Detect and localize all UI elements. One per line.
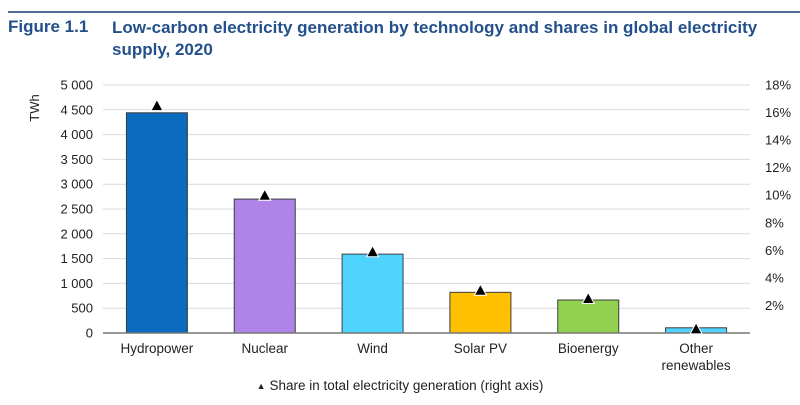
share-marker (473, 283, 488, 296)
y2-tick-label: 18% (765, 78, 791, 93)
share-markers (150, 98, 703, 335)
x-tick-label: Other (679, 341, 713, 356)
y2-tick-label: 8% (765, 215, 784, 230)
x-tick-label: Nuclear (241, 341, 288, 356)
title-rule (8, 11, 800, 13)
legend-triangle-icon: ▲ (256, 381, 266, 391)
share-marker (365, 244, 380, 258)
x-tick-label: Hydropower (121, 341, 194, 356)
x-tick-label: Solar PV (454, 341, 507, 356)
y2-tick-label: 2% (765, 298, 784, 313)
y2-tick-label: 6% (765, 243, 784, 258)
legend: ▲ Share in total electricity generation (… (0, 378, 800, 393)
y-tick-label: 2 500 (60, 202, 93, 217)
bar-hydropower (125, 112, 188, 334)
bar-bioenergy (557, 299, 620, 334)
y-tick-label: 4 000 (60, 127, 93, 142)
y-tick-label: 4 500 (60, 102, 93, 117)
share-marker (581, 291, 596, 305)
y-tick-label: 3 000 (60, 177, 93, 192)
y-tick-label: 3 500 (60, 152, 93, 167)
gridlines (103, 84, 750, 309)
y-axis-label: TWh (27, 94, 42, 121)
y-tick-label: 500 (71, 301, 93, 316)
x-tick-label: Wind (357, 341, 388, 356)
bar-solar-pv (449, 291, 512, 334)
y-axis-right: 2% 4% 6% 8% 10% 12% 14% 16% 18% (765, 78, 791, 313)
y-tick-label: 5 000 (60, 78, 93, 93)
x-tick-label: Bioenergy (558, 341, 619, 356)
legend-label: Share in total electricity generation (r… (269, 378, 544, 393)
bar-nuclear (233, 198, 296, 334)
y-axis-left: 0 500 1 000 1 500 2 000 2 500 3 000 3 500 4 000 4… (60, 78, 93, 341)
y2-tick-label: 14% (765, 133, 791, 148)
bars (125, 112, 728, 334)
y2-tick-label: 16% (765, 105, 791, 120)
y2-tick-label: 10% (765, 188, 791, 203)
x-axis-labels: Hydropower Nuclear Wind Solar PV Bioenergy Ot… (121, 341, 731, 373)
y-tick-label: 2 000 (60, 226, 93, 241)
figure-title: Low-carbon electricity generation by tec… (112, 18, 758, 59)
share-marker (689, 321, 703, 335)
y-tick-label: 1 000 (60, 276, 93, 291)
x-tick-label: renewables (662, 358, 731, 373)
y2-tick-label: 4% (765, 270, 784, 285)
y-tick-label: 0 (86, 326, 93, 341)
y2-tick-label: 12% (765, 160, 791, 175)
share-marker (150, 98, 164, 112)
share-marker (257, 188, 272, 201)
figure-number: Figure 1.1 (8, 17, 89, 36)
y-tick-label: 1 500 (60, 251, 93, 266)
bar-wind (341, 253, 404, 334)
